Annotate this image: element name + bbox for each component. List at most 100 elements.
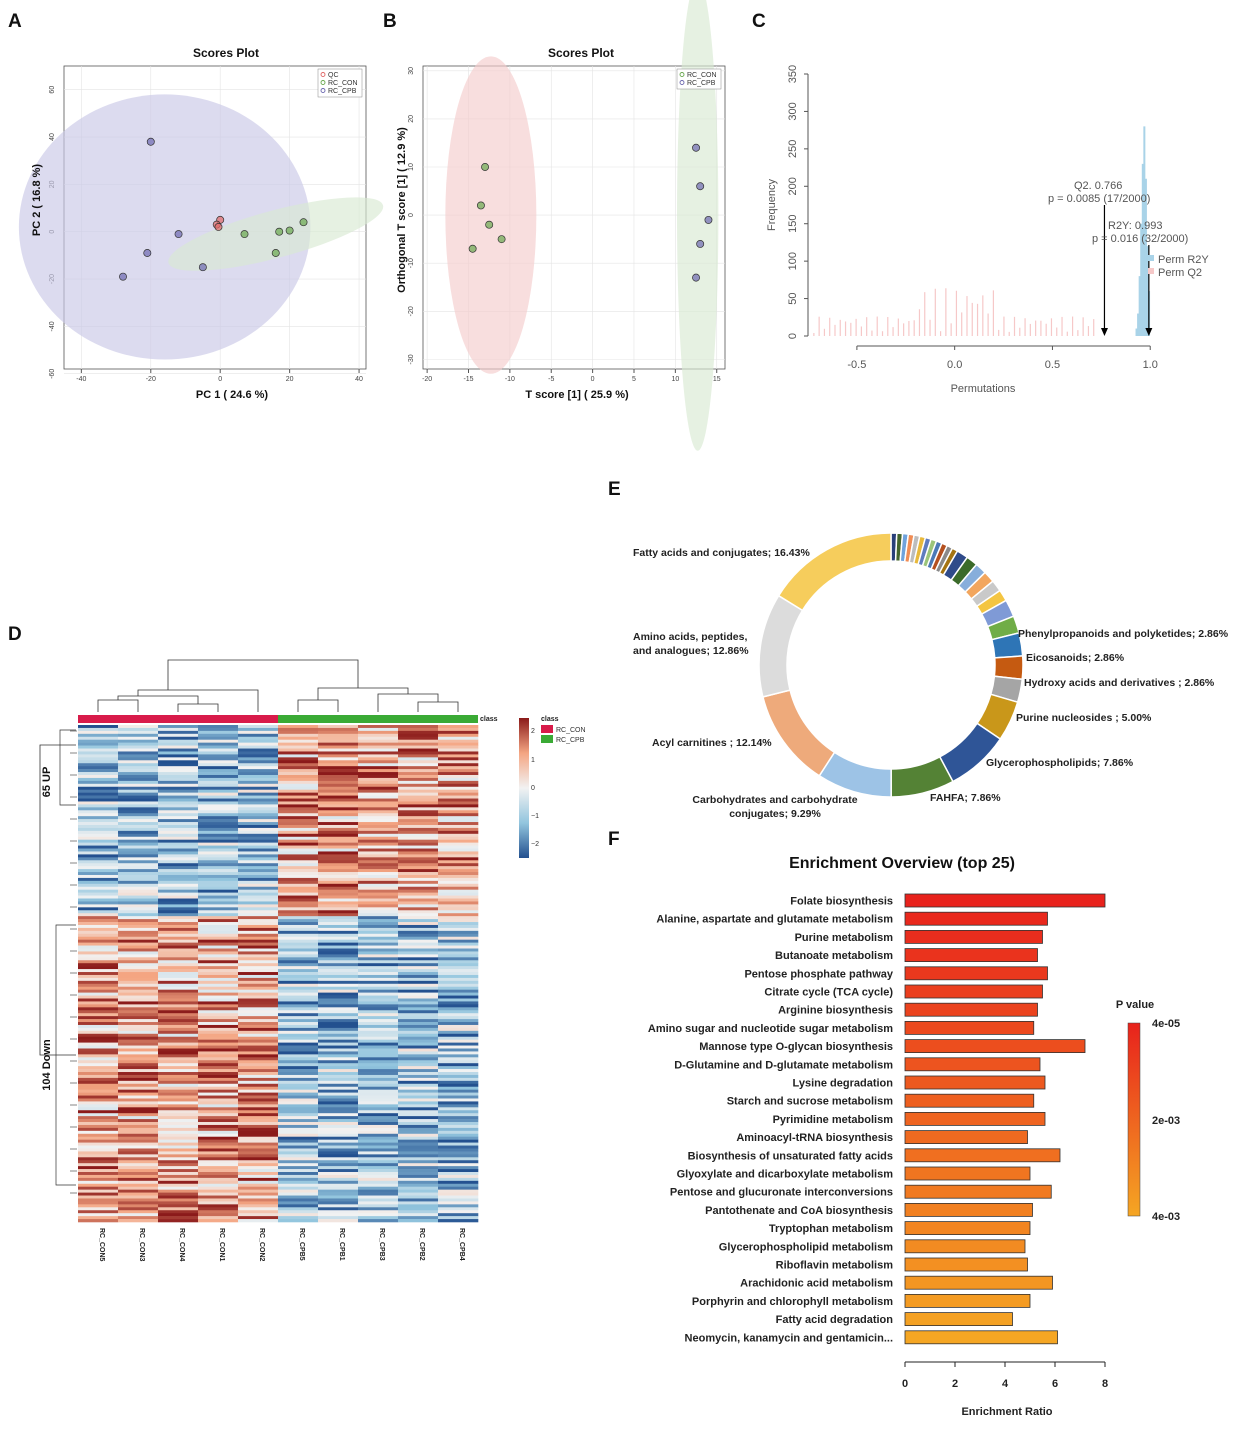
heatmap-cell: [198, 1089, 239, 1093]
heatmap-cell: [198, 1001, 239, 1005]
heatmap-cell: [398, 983, 439, 988]
heatmap-cell: [118, 972, 159, 976]
enrichment-bar: [904, 911, 1048, 926]
donut-slice: [890, 755, 954, 798]
heatmap-cell: [358, 1198, 399, 1202]
enrichment-bar: [904, 1221, 1031, 1235]
heatmap-cell: [398, 866, 439, 870]
heatmap-cell: [238, 1148, 279, 1152]
legend-marker: [679, 72, 685, 77]
heatmap-cell: [278, 1104, 319, 1108]
column-dendrogram: [117, 695, 199, 704]
heatmap-cell: [358, 869, 399, 873]
heatmap-cell: [358, 1216, 399, 1220]
heatmap-cell: [358, 733, 399, 738]
heatmap-cell: [238, 1107, 279, 1111]
heatmap-cell: [198, 942, 239, 946]
heatmap-cell: [78, 974, 119, 979]
pathway-label: Glyoxylate and dicarboxylate metabolism: [677, 1169, 894, 1181]
heatmap-cell: [438, 810, 479, 814]
heatmap-cell: [198, 842, 239, 846]
heatmap-cell: [238, 863, 279, 867]
heatmap-cell: [78, 810, 119, 814]
heatmap-cell: [358, 751, 399, 755]
pvalue-tick-3: 4e-03: [1152, 1211, 1180, 1223]
heatmap-cell: [198, 845, 239, 849]
heatmap-cell: [118, 966, 159, 970]
data-point: [485, 220, 494, 229]
heatmap-cell: [438, 966, 479, 970]
heatmap-cell: [278, 1201, 319, 1205]
heatmap-cell: [158, 889, 199, 893]
heatmap-cell: [238, 1092, 279, 1096]
heatmap-cell: [118, 927, 159, 932]
heatmap-cell: [118, 904, 159, 908]
heatmap-cell: [278, 727, 319, 732]
legend-swatch-q2: [1148, 268, 1154, 274]
heatmap-cell: [118, 751, 159, 755]
heatmap-cell: [158, 772, 199, 776]
heatmap-cell: [398, 1189, 439, 1193]
heatmap-cell: [438, 963, 479, 967]
heatmap-cell: [318, 795, 359, 799]
xlabel-b: T score [1] ( 25.9 %): [525, 389, 629, 401]
donut-slice: [993, 655, 1024, 681]
heatmap-cell: [318, 892, 359, 896]
heatmap-cell: [198, 1166, 239, 1170]
panel-label-c: C: [752, 11, 766, 32]
heatmap-cell: [78, 1136, 119, 1140]
heatmap-cell: [198, 1119, 239, 1123]
heatmap-cell: [198, 974, 239, 979]
heatmap-cell: [438, 830, 479, 835]
heatmap-cell: [398, 1080, 439, 1085]
row-group-up: 65 UP: [41, 767, 53, 798]
heatmap-cell: [238, 898, 279, 902]
heatmap-cell: [318, 895, 359, 899]
heatmap-cell: [118, 827, 159, 832]
heatmap-cell: [158, 851, 199, 855]
heatmap-cell: [438, 725, 479, 729]
heatmap-cell: [358, 960, 399, 964]
heatmap-cell: [198, 813, 239, 817]
heatmap-cell: [438, 874, 479, 879]
heatmap-cell: [318, 1098, 359, 1102]
heatmap-cell: [158, 1204, 199, 1208]
heatmap-cell: [398, 1083, 439, 1088]
heatmap-cell: [278, 1169, 319, 1173]
heatmap-cell: [238, 1119, 279, 1123]
heatmap-cell: [278, 1101, 319, 1105]
heatmap-cell: [398, 1066, 439, 1070]
heatmap-cell: [358, 954, 399, 958]
heatmap-cell: [358, 901, 399, 905]
donut-label-glycero: Glycerophospholipids; 7.86%: [986, 757, 1134, 769]
heatmap-cell: [78, 733, 119, 738]
heatmap-cell: [278, 1080, 319, 1085]
heatmap-cell: [278, 966, 319, 970]
heatmap-cell: [158, 860, 199, 864]
heatmap-cell: [158, 1019, 199, 1023]
heatmap-cell: [278, 730, 319, 735]
heatmap-cell: [438, 1027, 479, 1032]
heatmap-cell: [318, 1069, 359, 1073]
heatmap-cell: [158, 1089, 199, 1093]
heatmap-cell: [78, 1036, 119, 1040]
tick-label-x: -20: [422, 376, 432, 383]
pathway-label: Fatty acid degradation: [776, 1314, 894, 1326]
heatmap-cell: [118, 1039, 159, 1043]
class-bar-cell: [198, 715, 238, 723]
heatmap-cell: [118, 916, 159, 920]
heatmap-cell: [78, 1189, 119, 1193]
heatmap-cell: [118, 869, 159, 873]
heatmap-cell: [398, 977, 439, 982]
heatmap-cell: [118, 813, 159, 817]
heatmap-cell: [238, 1077, 279, 1082]
heatmap-cell: [198, 910, 239, 914]
heatmap-cell: [198, 1045, 239, 1049]
heatmap-cell: [278, 789, 319, 793]
heatmap-cell: [438, 869, 479, 873]
heatmap-cell: [358, 1180, 399, 1185]
heatmap-cell: [78, 913, 119, 917]
heatmap-cell: [158, 1172, 199, 1176]
heatmap-cell: [238, 819, 279, 823]
heatmap-cell: [158, 1124, 199, 1129]
